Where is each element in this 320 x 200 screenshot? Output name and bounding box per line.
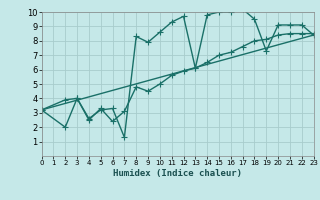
X-axis label: Humidex (Indice chaleur): Humidex (Indice chaleur) (113, 169, 242, 178)
